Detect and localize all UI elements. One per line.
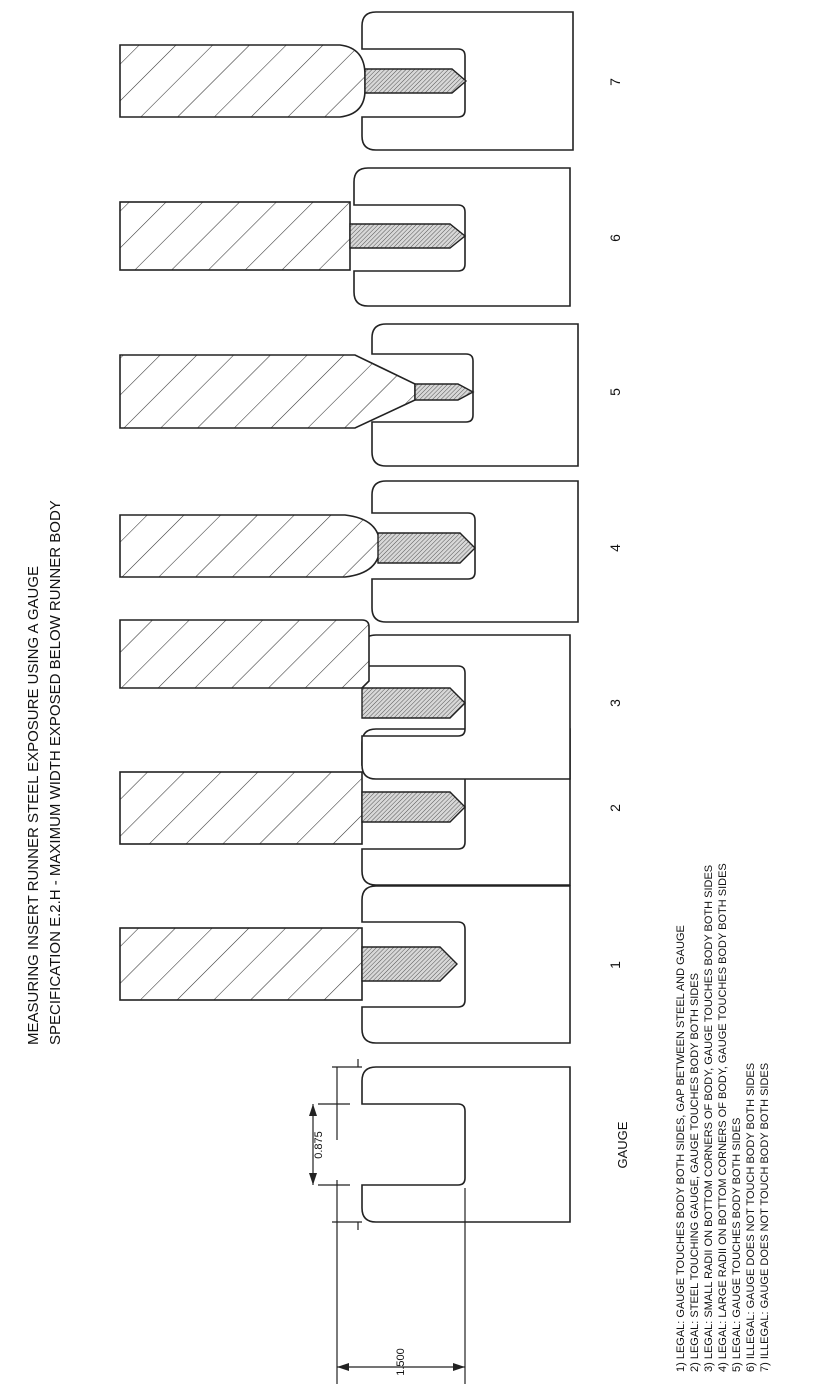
case-7-figure — [119, 11, 574, 151]
width-dimension: 1.500 — [332, 1059, 466, 1384]
gauge-outline — [361, 1066, 571, 1223]
slot-dimension-value: 0.875 — [313, 1131, 325, 1159]
gauge-figure: GAUGE 0.875 1.500 — [309, 1059, 630, 1384]
note-item: 2) LEGAL: STEEL TOUCHING GAUGE, GAUGE TO… — [689, 973, 701, 1372]
title-line-2: SPECIFICATION E.2.H - MAXIMUM WIDTH EXPO… — [47, 500, 64, 1045]
notes-list: 1) LEGAL: GAUGE TOUCHES BODY BOTH SIDES,… — [675, 863, 771, 1372]
case-number: 7 — [607, 78, 623, 86]
case-number: 2 — [607, 804, 623, 812]
note-item: 7) ILLEGAL: GAUGE DOES NOT TOUCH BODY BO… — [759, 1063, 771, 1372]
case-5-figure — [119, 323, 579, 467]
case-6-figure — [119, 167, 571, 307]
case-numbers: 1 2 3 4 5 6 7 — [607, 78, 623, 969]
diagram-title: MEASURING INSERT RUNNER STEEL EXPOSURE U… — [25, 500, 64, 1045]
case-4-figure — [119, 480, 579, 623]
note-item: 6) ILLEGAL: GAUGE DOES NOT TOUCH BODY BO… — [745, 1063, 757, 1372]
note-item: 3) LEGAL: SMALL RADII ON BOTTOM CORNERS … — [703, 865, 715, 1372]
case-number: 4 — [607, 544, 623, 552]
case-number: 6 — [607, 234, 623, 242]
note-item: 1) LEGAL: GAUGE TOUCHES BODY BOTH SIDES,… — [675, 925, 687, 1372]
note-item: 4) LEGAL: LARGE RADII ON BOTTOM CORNERS … — [717, 863, 729, 1372]
case-number: 3 — [607, 699, 623, 707]
case-1-figure — [119, 885, 571, 1044]
width-dimension-value: 1.500 — [395, 1348, 407, 1376]
title-line-1: MEASURING INSERT RUNNER STEEL EXPOSURE U… — [25, 566, 42, 1045]
case-number: 5 — [607, 388, 623, 396]
slot-dimension: 0.875 — [309, 1103, 350, 1186]
note-item: 5) LEGAL: GAUGE TOUCHES BODY BOTH SIDES — [731, 1118, 743, 1372]
gauge-label: GAUGE — [615, 1121, 630, 1168]
case-3-figure — [119, 619, 571, 780]
case-number: 1 — [607, 961, 623, 969]
